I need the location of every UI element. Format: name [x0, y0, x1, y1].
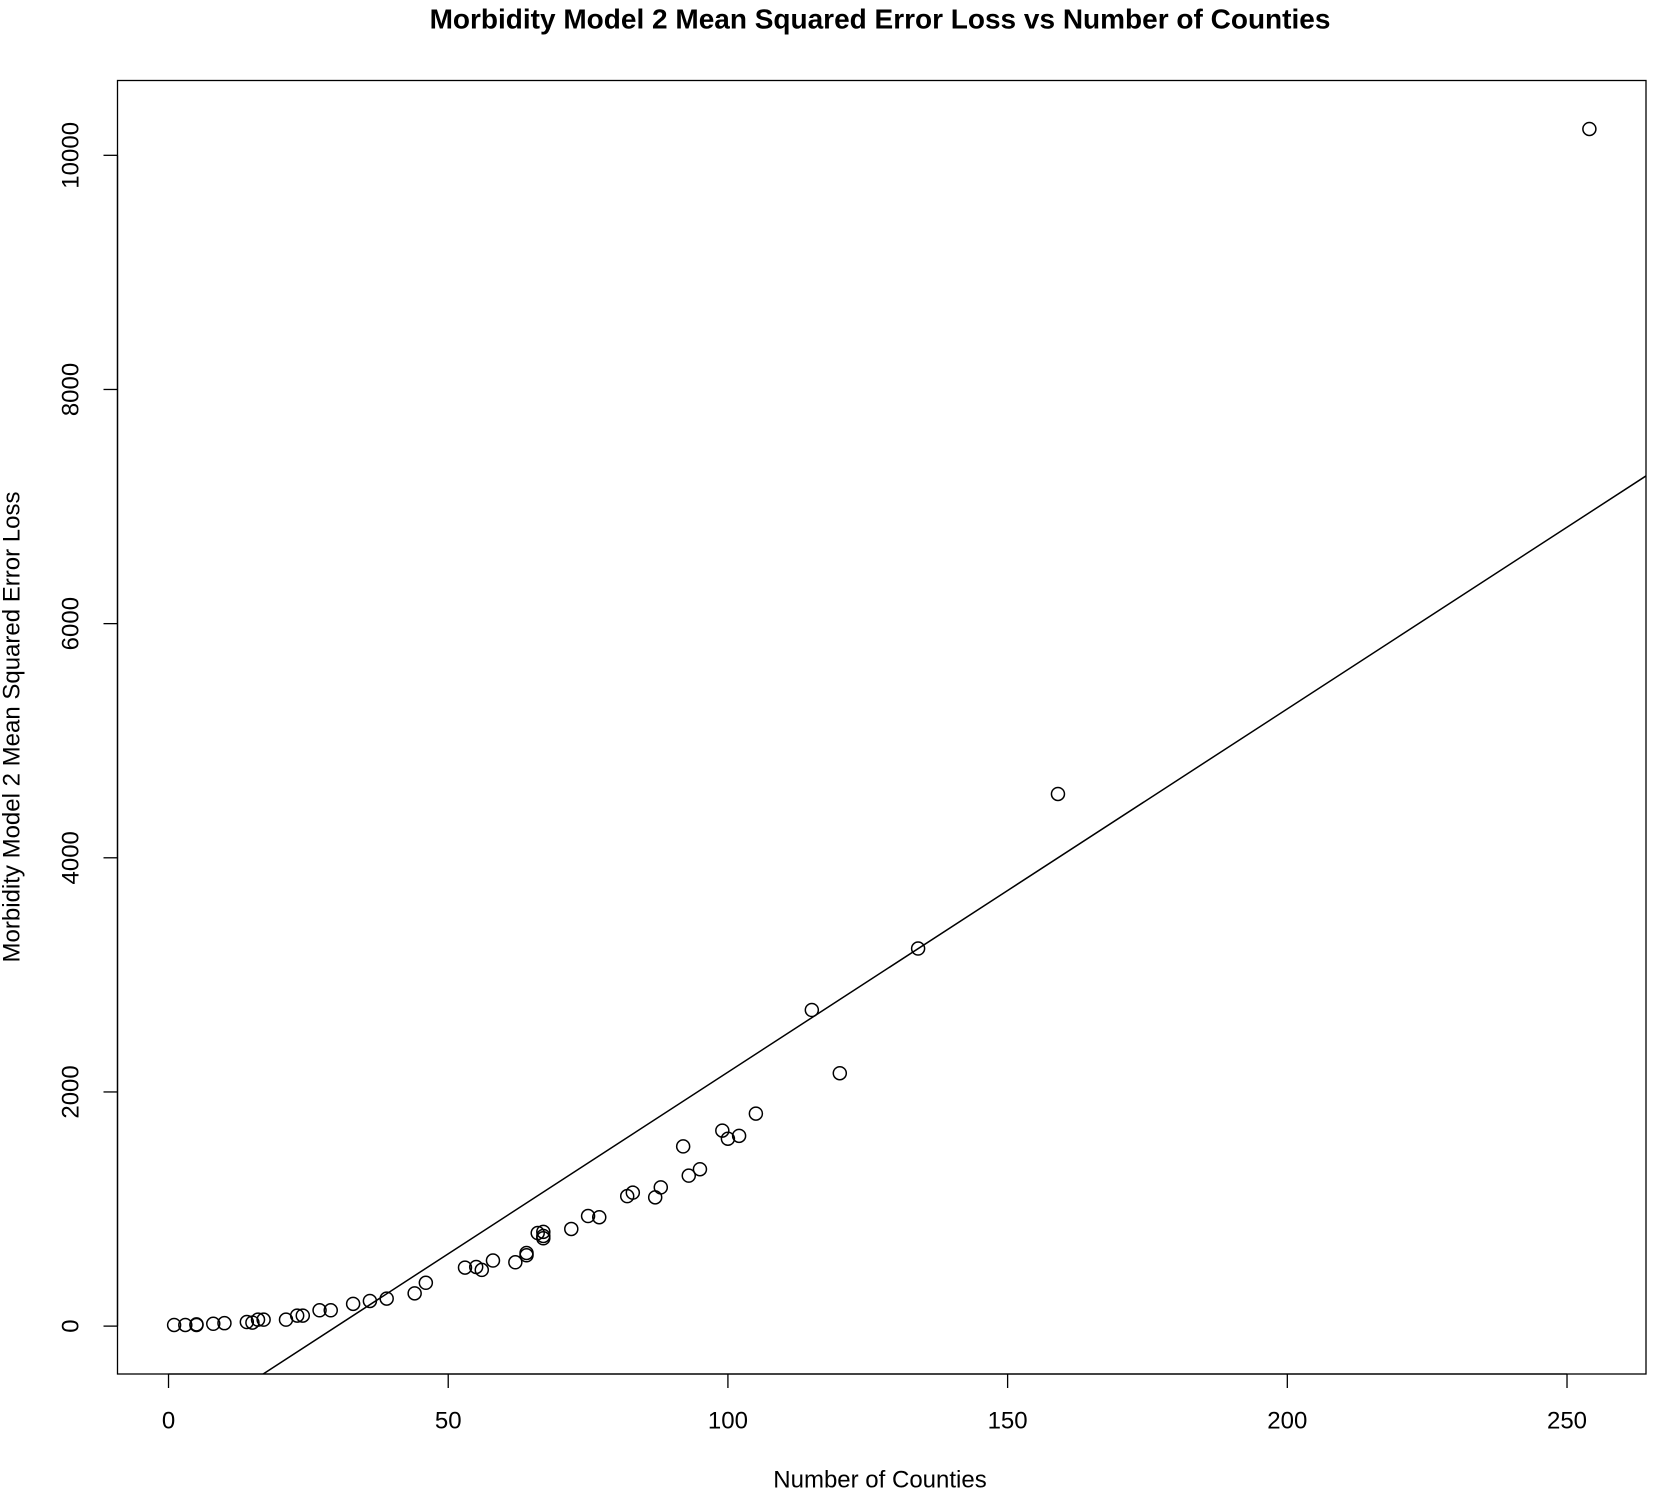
x-tick-label: 0: [162, 1407, 175, 1434]
y-tick-label: 4000: [57, 831, 84, 884]
point: [592, 1209, 607, 1225]
point: [580, 1208, 596, 1224]
y-tick-label: 0: [57, 1319, 84, 1332]
point: [189, 1317, 204, 1332]
point: [323, 1303, 338, 1318]
point: [804, 1002, 820, 1018]
point: [474, 1262, 490, 1278]
plot-frame: [116, 79, 1647, 1375]
point: [178, 1317, 193, 1333]
point: [295, 1308, 311, 1323]
point: [508, 1255, 523, 1270]
y-tick-label: 8000: [57, 363, 84, 416]
point: [536, 1231, 551, 1246]
point: [407, 1286, 422, 1301]
x-tick-label: 200: [1267, 1407, 1307, 1434]
point: [519, 1245, 534, 1261]
point: [206, 1316, 221, 1332]
y-axis-label: Morbidity Model 2 Mean Squared Error Los…: [0, 492, 25, 963]
point: [457, 1260, 473, 1275]
point: [289, 1308, 305, 1323]
point: [418, 1275, 434, 1291]
point: [692, 1161, 708, 1177]
point: [217, 1315, 232, 1331]
fit-line: [261, 475, 1646, 1374]
point: [720, 1131, 736, 1147]
point: [653, 1180, 669, 1195]
point: [675, 1139, 691, 1154]
point: [625, 1185, 641, 1200]
point: [832, 1065, 848, 1081]
point: [1050, 786, 1066, 802]
point: [312, 1303, 327, 1318]
point: [166, 1317, 182, 1333]
y-tick-label: 10000: [57, 122, 84, 189]
point: [250, 1312, 266, 1327]
point: [564, 1221, 579, 1237]
x-tick-label: 100: [708, 1407, 748, 1434]
point: [345, 1296, 361, 1312]
point: [256, 1312, 271, 1327]
y-tick-label: 6000: [57, 597, 84, 650]
x-tick-label: 50: [435, 1407, 462, 1434]
point: [239, 1314, 255, 1330]
y-tick-label: 2000: [57, 1065, 84, 1118]
point: [1582, 121, 1597, 137]
x-tick-label: 250: [1547, 1407, 1587, 1434]
x-tick-label: 150: [988, 1407, 1028, 1434]
chart-title: Morbidity Model 2 Mean Squared Error Los…: [430, 3, 1331, 34]
point: [910, 941, 926, 956]
x-axis-label: Number of Counties: [773, 1466, 986, 1493]
point: [647, 1190, 663, 1205]
point: [536, 1224, 551, 1240]
point: [748, 1106, 764, 1121]
point: [485, 1253, 501, 1268]
point: [681, 1168, 697, 1183]
point: [731, 1128, 747, 1144]
